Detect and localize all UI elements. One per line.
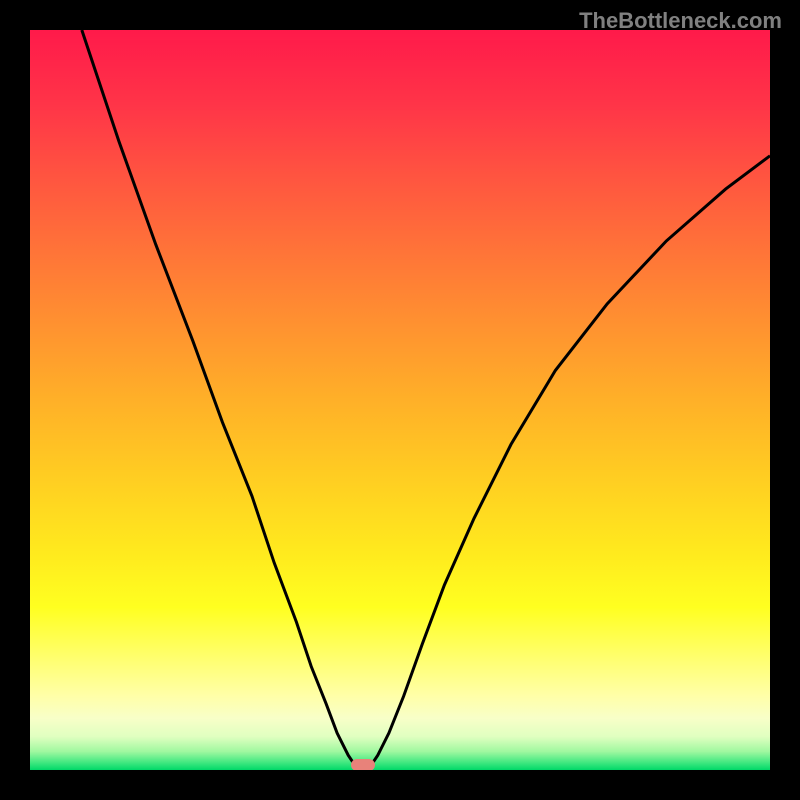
watermark-text: TheBottleneck.com bbox=[579, 8, 782, 34]
optimal-marker bbox=[351, 759, 375, 770]
plot-area bbox=[30, 30, 770, 770]
bottleneck-curve bbox=[30, 30, 770, 770]
